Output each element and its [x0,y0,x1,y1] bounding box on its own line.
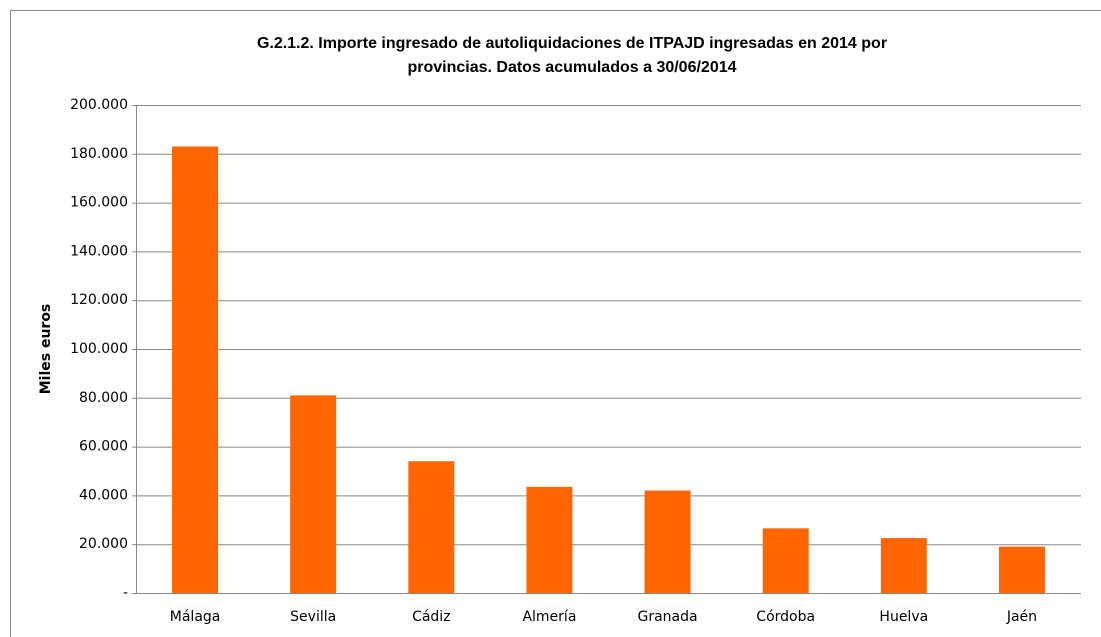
x-tick-label: Córdoba [756,609,815,625]
x-tick-label: Cádiz [412,609,450,625]
y-tick-label: 200.000 [70,97,128,113]
x-tick-label: Sevilla [290,609,336,625]
y-tick-label: 180.000 [70,146,128,162]
bar [172,146,219,594]
bar [880,538,927,593]
bar [526,486,573,593]
x-tick-label: Almería [522,609,576,625]
y-tick-label: 120.000 [70,292,128,308]
bar [408,461,455,593]
y-tick-label: 80.000 [79,390,128,406]
y-tick-label: 40.000 [79,487,128,503]
bar [644,490,691,593]
bar [762,528,809,593]
y-tick-label: 60.000 [79,439,128,455]
chart-title: G.2.1.2. Importe ingresado de autoliquid… [257,35,887,52]
x-tick-label: Huelva [879,609,928,625]
bar [998,546,1045,593]
bar [290,395,337,593]
y-tick-label: - [123,585,128,601]
y-tick-label: 100.000 [70,341,128,357]
y-tick-label: 140.000 [70,243,128,259]
x-tick-label: Jaén [1006,609,1037,625]
x-tick-label: Málaga [170,609,221,625]
y-tick-label: 20.000 [79,536,128,552]
x-tick-label: Granada [638,609,698,625]
chart-title: provincias. Datos acumulados a 30/06/201… [407,59,736,76]
y-axis-label: Miles euros [38,304,54,395]
y-tick-label: 160.000 [70,195,128,211]
